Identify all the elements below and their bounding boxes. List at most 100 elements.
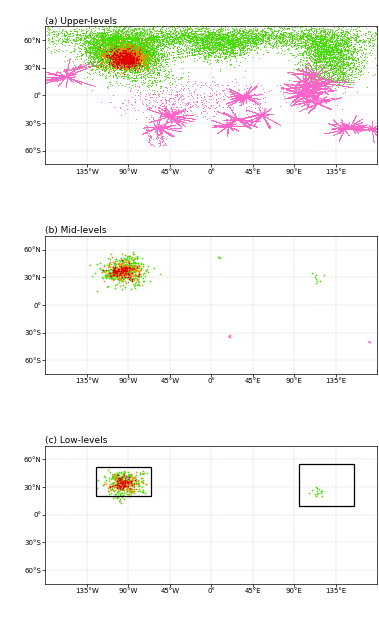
Point [312,57,318,67]
Point [312,76,318,86]
Point [302,79,308,89]
Point [323,78,329,88]
Point [90,43,96,53]
Point [168,110,174,120]
Point [244,92,250,102]
Point [318,80,324,90]
Point [226,119,232,129]
Point [238,90,244,100]
Point [342,124,348,134]
Point [161,103,168,113]
Point [302,77,308,87]
Point [210,34,216,44]
Point [297,81,303,91]
Point [287,38,293,48]
Point [302,96,309,106]
Point [110,60,116,70]
Point [171,110,177,120]
Point [159,134,165,144]
Point [236,31,243,41]
Point [163,127,169,137]
Point [311,93,317,103]
Point [303,87,309,97]
Point [97,53,103,64]
Point [243,87,249,97]
Point [243,91,249,101]
Point [301,89,307,99]
Point [141,50,147,60]
Point [159,108,165,118]
Point [314,45,320,55]
Point [243,90,249,100]
Point [137,50,143,60]
Point [304,77,310,87]
Point [320,77,326,87]
Point [127,33,133,43]
Point [127,53,133,64]
Point [166,25,172,35]
Point [313,95,319,105]
Point [295,69,301,79]
Point [81,60,88,70]
Point [240,91,246,101]
Point [297,38,303,48]
Point [133,43,139,53]
Point [121,35,127,45]
Point [238,39,244,49]
Point [159,109,165,119]
Point [292,92,298,102]
Point [121,105,127,115]
Point [130,264,136,274]
Point [297,91,303,101]
Point [311,35,317,45]
Point [323,31,329,42]
Point [250,96,256,106]
Point [123,272,129,282]
Point [259,108,265,118]
Point [185,28,191,38]
Point [105,45,111,55]
Point [307,96,313,106]
Point [238,116,244,126]
Point [119,43,125,53]
Point [300,69,306,79]
Point [318,86,324,96]
Point [237,115,243,125]
Point [99,50,105,60]
Point [235,114,241,125]
Point [313,100,319,110]
Point [298,85,304,95]
Point [311,36,317,46]
Point [299,88,305,98]
Point [149,58,155,69]
Point [303,87,309,97]
Point [123,62,129,72]
Point [129,276,135,286]
Point [305,81,311,91]
Point [133,56,139,66]
Point [315,85,321,95]
Point [241,93,247,103]
Point [336,55,342,65]
Point [303,82,309,92]
Point [313,86,319,96]
Point [295,91,301,101]
Point [130,54,136,64]
Point [338,126,345,136]
Point [128,54,134,64]
Point [329,94,335,104]
Point [297,88,303,98]
Point [283,87,289,97]
Point [82,63,88,73]
Point [239,92,245,103]
Point [130,66,136,76]
Point [132,29,138,39]
Point [321,42,327,52]
Point [177,116,183,126]
Point [139,44,145,54]
Point [233,94,239,104]
Point [299,83,305,93]
Point [292,92,298,102]
Point [194,38,200,48]
Point [352,64,358,74]
